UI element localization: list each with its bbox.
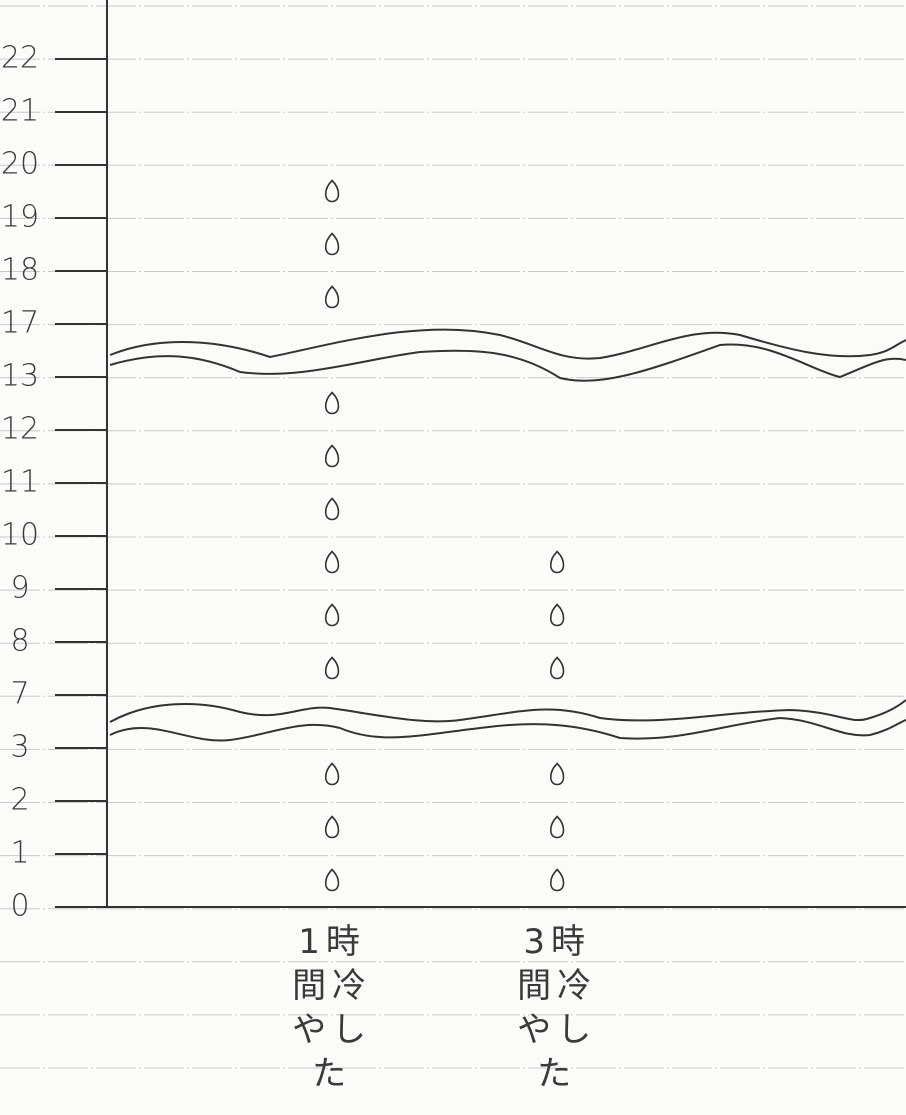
droplet [326,605,339,626]
y-tick-label: 17 [1,306,39,341]
y-tick-label: 13 [1,359,39,394]
category-label: 1時間冷やした [292,920,372,1096]
y-tick-label: 0 [10,889,29,924]
droplet [326,552,339,573]
droplet [326,181,339,202]
y-tick-label: 12 [1,412,39,447]
droplet [551,764,564,785]
pictogram-column [551,552,564,891]
axes [107,0,906,907]
droplet [551,870,564,891]
droplet [326,234,339,255]
droplet [551,658,564,679]
droplet [326,764,339,785]
droplet [326,393,339,414]
y-tick-label: 7 [10,677,29,712]
axis-break [110,718,906,741]
y-tick-label: 10 [1,518,39,553]
y-tick-label: 9 [10,571,29,606]
droplet [326,817,339,838]
pictogram-column [326,181,339,891]
droplet [326,446,339,467]
droplet [551,605,564,626]
y-tick-label: 19 [1,200,39,235]
y-tick-label: 11 [1,465,39,500]
axis-break [110,344,906,380]
category-label: 3時間冷やした [517,920,597,1096]
y-tick-label: 1 [10,836,29,871]
y-tick-label: 2 [10,783,29,818]
droplet [551,552,564,573]
y-tick-label: 18 [1,253,39,288]
droplet [326,287,339,308]
y-tick-label: 20 [1,147,39,182]
droplet [326,499,339,520]
droplet [326,658,339,679]
y-tick-label: 21 [1,94,39,129]
y-tick-label: 22 [1,41,39,76]
droplet [551,817,564,838]
y-tick-label: 3 [10,730,29,765]
y-tick-label: 8 [10,624,29,659]
droplet [326,870,339,891]
chart: 012378910111213171819202122 [0,0,906,1115]
ruled-lines [0,6,906,1068]
axis-break [110,330,906,359]
page: 012378910111213171819202122 1時間冷やした3時間冷や… [0,0,906,1115]
